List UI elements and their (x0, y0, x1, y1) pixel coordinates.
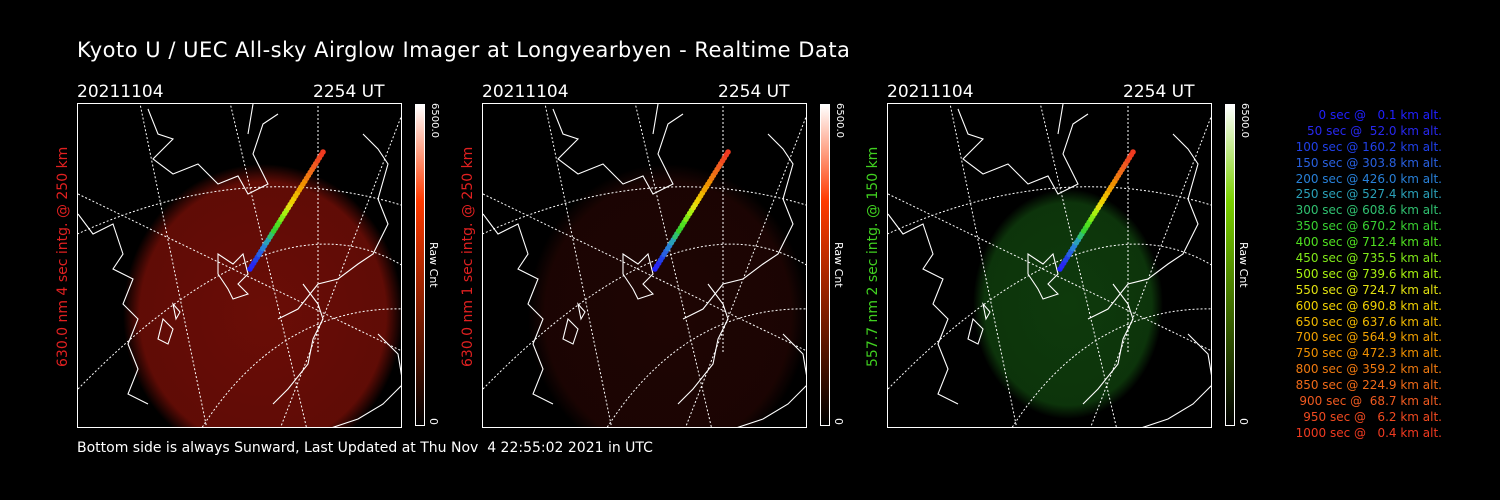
legend-row: 950 sec @ 6.2 km alt. (1303, 409, 1442, 424)
legend-row: 700 sec @ 564.9 km alt. (1295, 330, 1442, 345)
rocket-trajectory (247, 149, 326, 272)
panel-1-time: 2254 UT (313, 82, 385, 102)
trajectory-legend: 0 sec @ 0.1 km alt. 50 sec @ 52.0 km alt.… (1242, 108, 1442, 442)
lat-lon-grid (483, 104, 806, 427)
legend-row: 300 sec @ 608.6 km alt. (1295, 203, 1442, 218)
panel-2-channel-label: 630.0 nm 1 sec intg. @ 250 km (460, 146, 476, 367)
legend-row: 1000 sec @ 0.4 km alt. (1295, 425, 1442, 440)
panel-1-colorbar-min: 0 (427, 418, 440, 425)
panel-1-channel-label: 630.0 nm 4 sec intg. @ 250 km (55, 146, 71, 367)
panel-1-date: 20211104 (77, 82, 164, 102)
legend-row: 200 sec @ 426.0 km alt. (1295, 171, 1442, 186)
coastline (78, 104, 401, 427)
legend-row: 750 sec @ 472.3 km alt. (1295, 346, 1442, 361)
panel-1-colorbar-unit: Raw Cnt (427, 242, 440, 288)
legend-row: 650 sec @ 637.6 km alt. (1295, 314, 1442, 329)
panel-3-channel-label: 557.7 nm 2 sec intg. @ 150 km (865, 146, 881, 367)
legend-row: 350 sec @ 670.2 km alt. (1295, 219, 1442, 234)
coastline (483, 104, 806, 427)
panel-1-colorbar (415, 104, 425, 426)
legend-row: 600 sec @ 690.8 km alt. (1295, 298, 1442, 313)
trajectory-point (320, 149, 326, 155)
page-title: Kyoto U / UEC All-sky Airglow Imager at … (77, 38, 851, 62)
panel-3-date: 20211104 (887, 82, 974, 102)
panel-3-time: 2254 UT (1123, 82, 1195, 102)
airglow-region (528, 164, 806, 427)
rocket-trajectory (1057, 149, 1136, 272)
panel-3-colorbar (1225, 104, 1235, 426)
legend-row: 550 sec @ 724.7 km alt. (1295, 282, 1442, 297)
airglow-region (123, 164, 401, 427)
panel-3-image (887, 103, 1212, 428)
panel-2-image (482, 103, 807, 428)
trajectory-point (1130, 149, 1136, 155)
legend-row: 500 sec @ 739.6 km alt. (1295, 266, 1442, 281)
legend-row: 800 sec @ 359.2 km alt. (1295, 362, 1442, 377)
legend-row: 100 sec @ 160.2 km alt. (1295, 139, 1442, 154)
rocket-trajectory (652, 149, 731, 272)
panel-2-date: 20211104 (482, 82, 569, 102)
panel-2-colorbar-unit: Raw Cnt (832, 242, 845, 288)
panel-2-colorbar-min: 0 (832, 418, 845, 425)
airglow-region (973, 189, 1163, 419)
footer-note: Bottom side is always Sunward, Last Upda… (77, 440, 653, 456)
legend-row: 0 sec @ 0.1 km alt. (1318, 108, 1443, 122)
legend-row: 50 sec @ 52.0 km alt. (1307, 123, 1442, 138)
lat-lon-grid (888, 104, 1211, 427)
legend-row: 850 sec @ 224.9 km alt. (1295, 378, 1442, 393)
legend-row: 150 sec @ 303.8 km alt. (1295, 155, 1442, 170)
panel-1-colorbar-max: 6500.0 (429, 103, 440, 138)
legend-row: 400 sec @ 712.4 km alt. (1295, 235, 1442, 250)
legend-row: 450 sec @ 735.5 km alt. (1295, 251, 1442, 266)
legend-row: 900 sec @ 68.7 km alt. (1299, 394, 1442, 409)
panel-2-colorbar-max: 6500.0 (834, 103, 845, 138)
trajectory-point (725, 149, 731, 155)
lat-lon-grid (78, 104, 401, 427)
coastline (888, 104, 1211, 427)
legend-row: 250 sec @ 527.4 km alt. (1295, 187, 1442, 202)
panel-2-time: 2254 UT (718, 82, 790, 102)
panel-1-image (77, 103, 402, 428)
panel-2-colorbar (820, 104, 830, 426)
